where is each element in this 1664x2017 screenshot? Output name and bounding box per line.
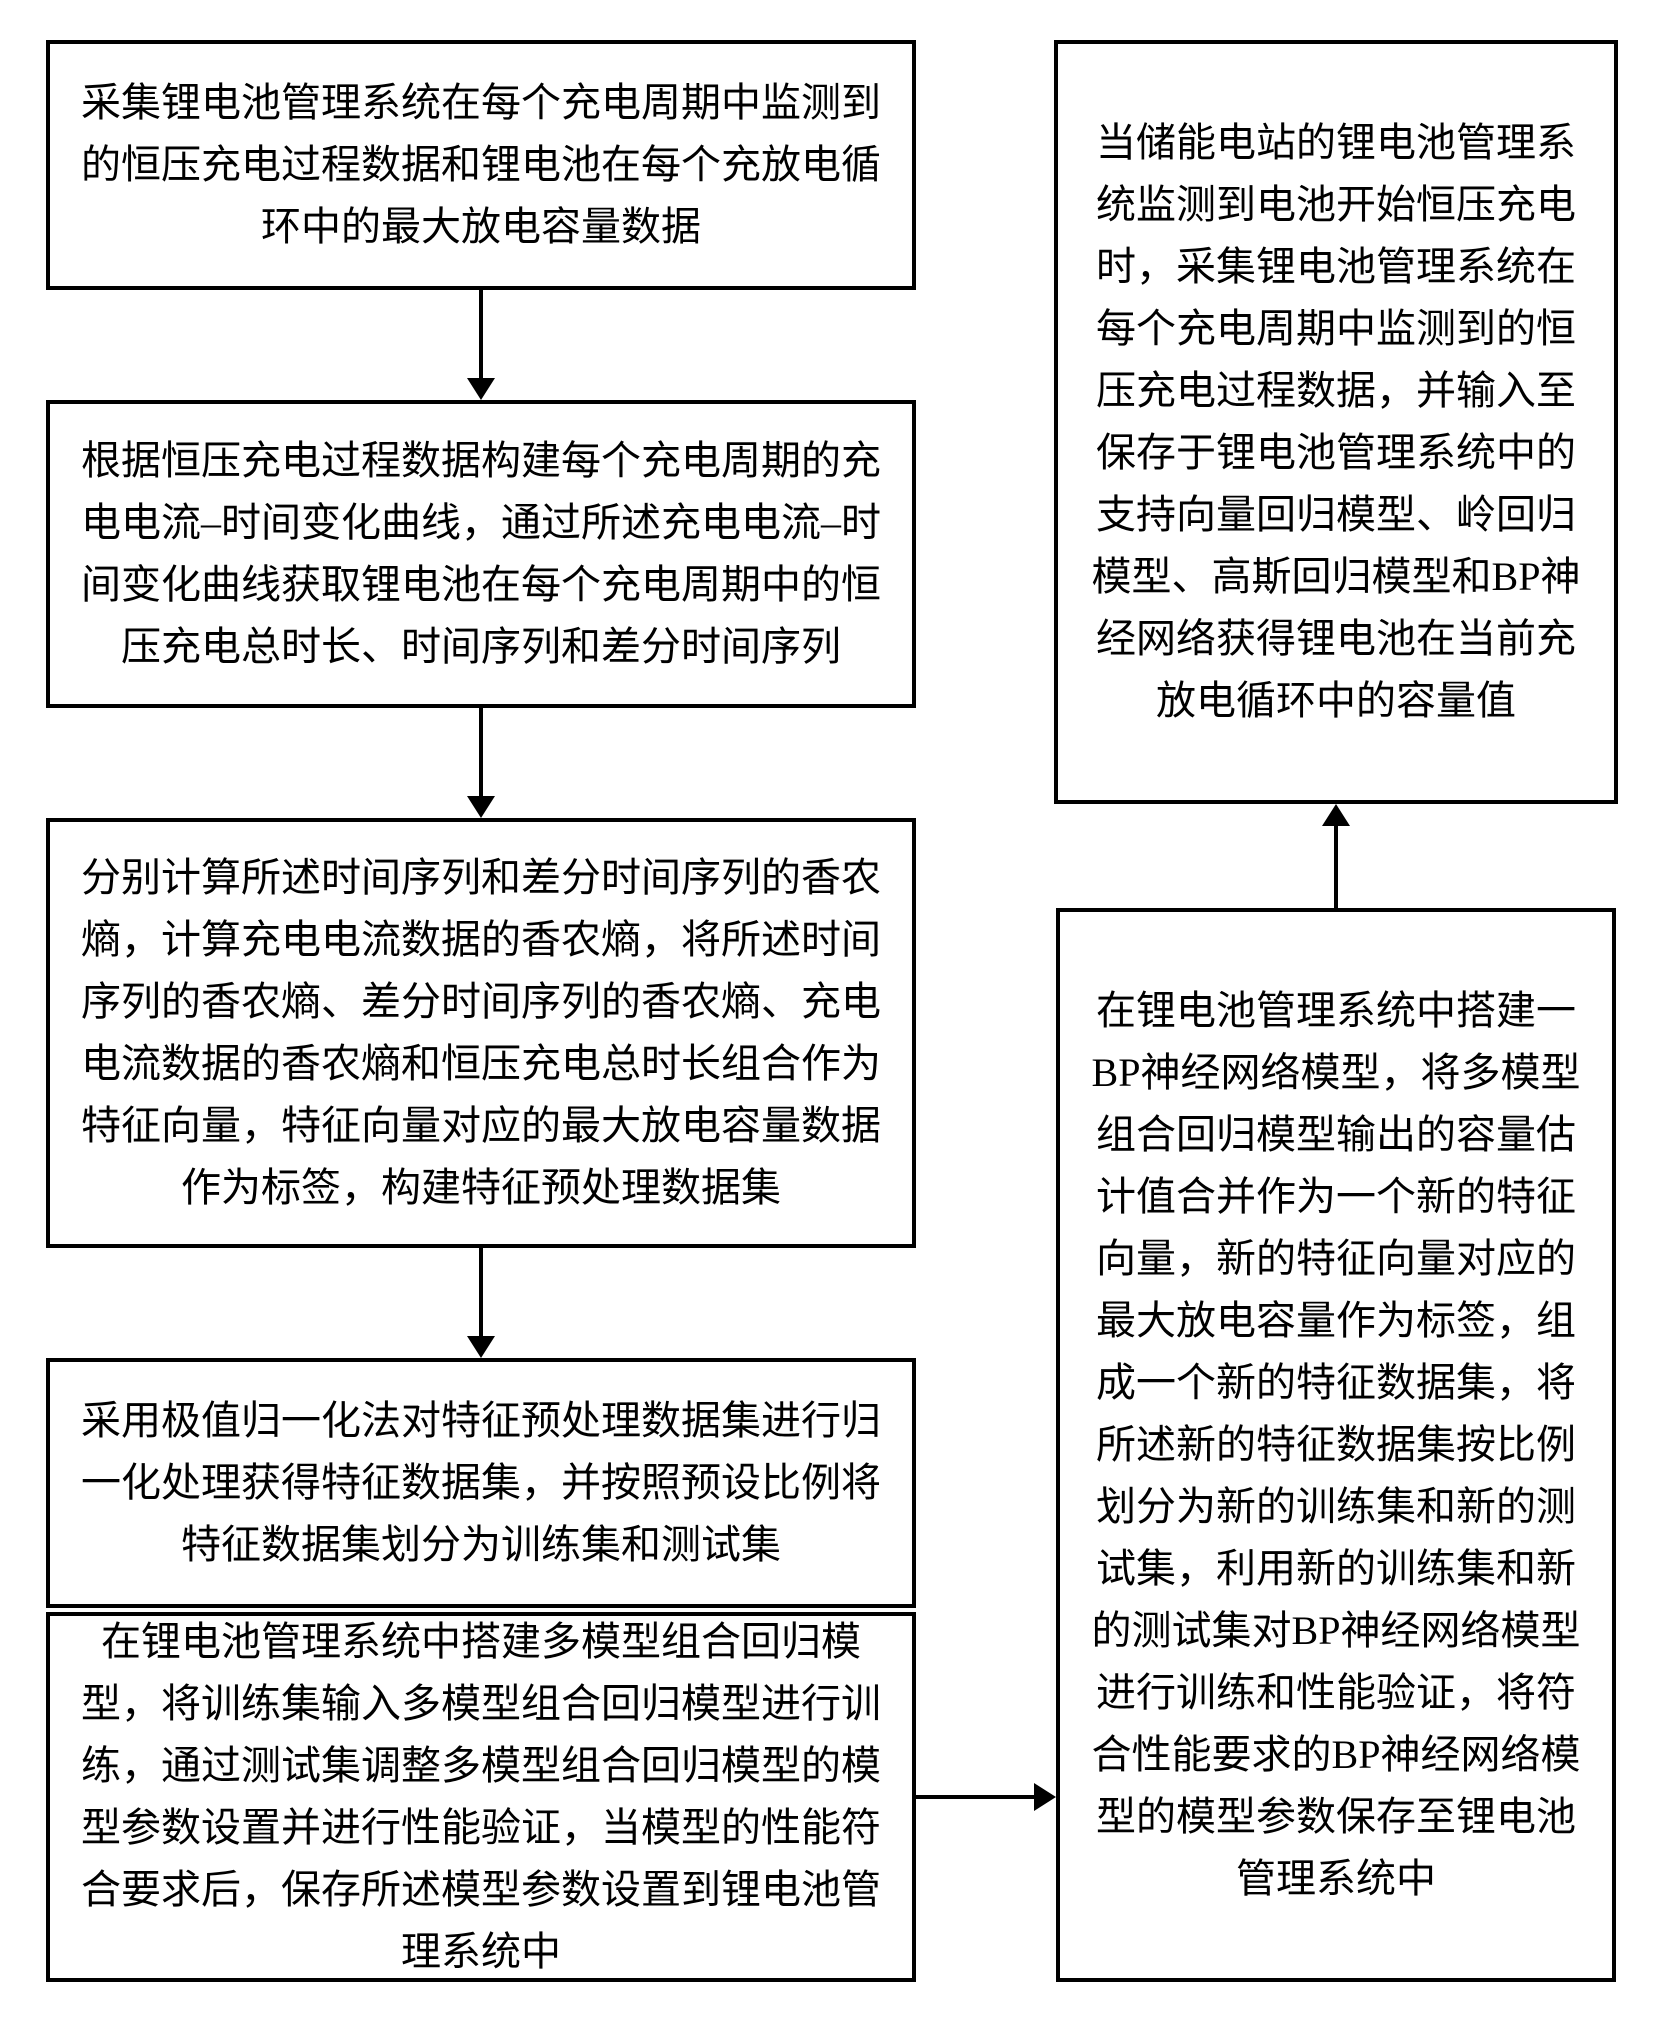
flow-node-2: 根据恒压充电过程数据构建每个充电周期的充电电流–时间变化曲线，通过所述充电电流–… [46, 400, 916, 708]
flow-node-2-text: 根据恒压充电过程数据构建每个充电周期的充电电流–时间变化曲线，通过所述充电电流–… [78, 430, 884, 678]
arrow-6-7-line [1334, 826, 1338, 908]
flow-node-5-text: 在锂电池管理系统中搭建多模型组合回归模型，将训练集输入多模型组合回归模型进行训练… [78, 1611, 884, 1983]
arrow-2-3-head [467, 796, 495, 818]
flow-node-3-text: 分别计算所述时间序列和差分时间序列的香农熵，计算充电电流数据的香农熵，将所述时间… [78, 847, 884, 1219]
arrow-5-6-line [916, 1795, 1034, 1799]
arrow-1-2-line [479, 290, 483, 378]
arrow-5-6-head [1034, 1783, 1056, 1811]
flow-node-3: 分别计算所述时间序列和差分时间序列的香农熵，计算充电电流数据的香农熵，将所述时间… [46, 818, 916, 1248]
arrow-2-3-line [479, 708, 483, 796]
flow-node-7: 当储能电站的锂电池管理系统监测到电池开始恒压充电时，采集锂电池管理系统在每个充电… [1054, 40, 1618, 804]
flow-node-4-text: 采用极值归一化法对特征预处理数据集进行归一化处理获得特征数据集，并按照预设比例将… [78, 1390, 884, 1576]
arrow-3-4-line [479, 1248, 483, 1336]
arrow-1-2-head [467, 378, 495, 400]
flow-node-5: 在锂电池管理系统中搭建多模型组合回归模型，将训练集输入多模型组合回归模型进行训练… [46, 1612, 916, 1982]
flow-node-7-text: 当储能电站的锂电池管理系统监测到电池开始恒压充电时，采集锂电池管理系统在每个充电… [1086, 112, 1586, 732]
flow-node-1-text: 采集锂电池管理系统在每个充电周期中监测到的恒压充电过程数据和锂电池在每个充放电循… [78, 72, 884, 258]
flow-node-6: 在锂电池管理系统中搭建一BP神经网络模型，将多模型组合回归模型输出的容量估计值合… [1056, 908, 1616, 1982]
flow-node-4: 采用极值归一化法对特征预处理数据集进行归一化处理获得特征数据集，并按照预设比例将… [46, 1358, 916, 1608]
flow-node-1: 采集锂电池管理系统在每个充电周期中监测到的恒压充电过程数据和锂电池在每个充放电循… [46, 40, 916, 290]
arrow-3-4-head [467, 1336, 495, 1358]
arrow-6-7-head [1322, 804, 1350, 826]
flow-node-6-text: 在锂电池管理系统中搭建一BP神经网络模型，将多模型组合回归模型输出的容量估计值合… [1088, 980, 1584, 1910]
